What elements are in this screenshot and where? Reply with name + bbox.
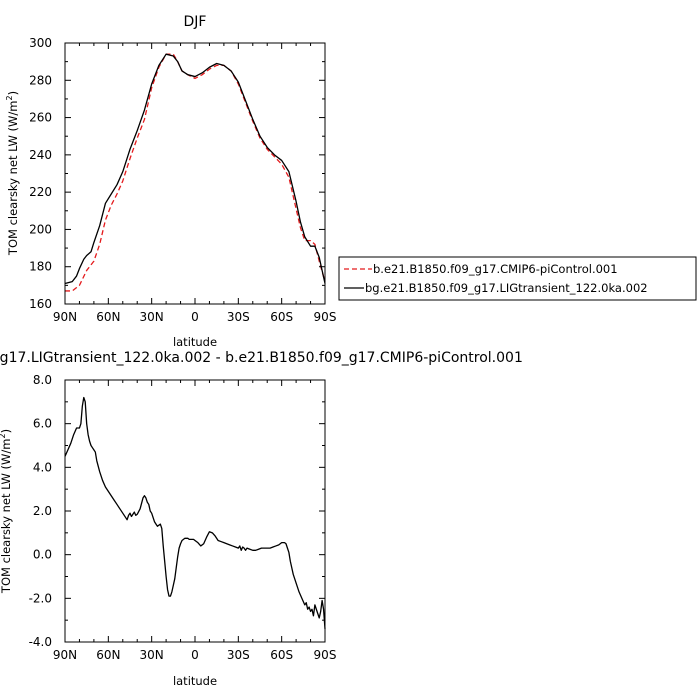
chart-title-bottom: bg.e21.B1850.f09_g17.LIGtransient_122.0k… <box>0 350 523 366</box>
x-tick-label-top-0: 90N <box>53 310 77 324</box>
y-tick-label-bottom-6: 8.0 <box>33 373 52 387</box>
x-tick-label-bottom-1: 60N <box>96 648 120 662</box>
x-tick-label-bottom-3: 0 <box>191 648 199 662</box>
x-axis-label-bottom: latitude <box>173 674 217 688</box>
y-tick-label-top-1: 180 <box>29 260 52 274</box>
legend-label-piControl: b.e21.B1850.f09_g17.CMIP6-piControl.001 <box>373 262 618 276</box>
legend-label-LIGtransient: bg.e21.B1850.f09_g17.LIGtransient_122.0k… <box>365 281 648 295</box>
y-tick-label-top-5: 260 <box>29 111 52 125</box>
y-tick-label-bottom-3: 2.0 <box>33 504 52 518</box>
y-axis-label-top: TOM clearsky net LW (W/m2) <box>5 91 20 256</box>
plot-frame-top <box>64 42 326 305</box>
x-tick-label-bottom-5: 60S <box>270 648 293 662</box>
x-tick-label-top-2: 30N <box>140 310 164 324</box>
y-tick-label-top-7: 300 <box>29 36 52 50</box>
y-tick-label-top-2: 200 <box>29 222 52 236</box>
series-line-top-1 <box>64 53 326 285</box>
y-tick-label-bottom-5: 6.0 <box>33 417 52 431</box>
x-tick-label-top-1: 60N <box>96 310 120 324</box>
y-tick-label-bottom-2: 0.0 <box>33 548 52 562</box>
y-tick-label-bottom-0: -4.0 <box>29 635 52 649</box>
chart-title-top: DJF <box>184 14 207 30</box>
y-tick-label-bottom-4: 4.0 <box>33 460 52 474</box>
y-tick-label-top-6: 280 <box>29 73 52 87</box>
x-tick-label-bottom-2: 30N <box>140 648 164 662</box>
plot-frame-bottom <box>64 379 326 643</box>
y-tick-label-top-3: 220 <box>29 185 52 199</box>
y-tick-label-top-4: 240 <box>29 148 52 162</box>
x-tick-label-top-4: 30S <box>227 310 250 324</box>
chart-panel-bottom: bg.e21.B1850.f09_g17.LIGtransient_122.0k… <box>0 350 523 688</box>
x-tick-label-top-6: 90S <box>314 310 337 324</box>
plot-area-top <box>64 53 326 292</box>
y-tick-label-top-0: 160 <box>29 297 52 311</box>
series-line-top-0 <box>65 53 326 292</box>
x-axis-label-top: latitude <box>173 335 217 349</box>
y-axis-label-bottom: TOM clearsky net LW (W/m2) <box>0 429 13 594</box>
x-tick-label-top-3: 0 <box>191 310 199 324</box>
axis-ticks-bottom: 90N 60N 30N 0 30S 60S 90S -4.0 -2.0 0.0 2.0 4.0 6.0 8… <box>29 373 337 662</box>
plot-area-bottom <box>64 396 326 629</box>
x-tick-label-bottom-6: 90S <box>314 648 337 662</box>
x-tick-label-top-5: 60S <box>270 310 293 324</box>
x-tick-label-bottom-4: 30S <box>227 648 250 662</box>
chart-panel-top: DJF 90N 60N 30N 0 30S 60S 90S 160 180 200 220 240 26… <box>5 14 697 349</box>
legend-box <box>338 256 697 301</box>
series-line-bottom-0 <box>64 396 326 629</box>
axis-ticks-top: 90N 60N 30N 0 30S 60S 90S 160 180 200 220 240 260 280… <box>29 36 336 324</box>
y-tick-label-bottom-1: -2.0 <box>29 591 52 605</box>
x-tick-label-bottom-0: 90N <box>53 648 77 662</box>
legend: b.e21.B1850.f09_g17.CMIP6-piControl.001 … <box>338 256 697 301</box>
